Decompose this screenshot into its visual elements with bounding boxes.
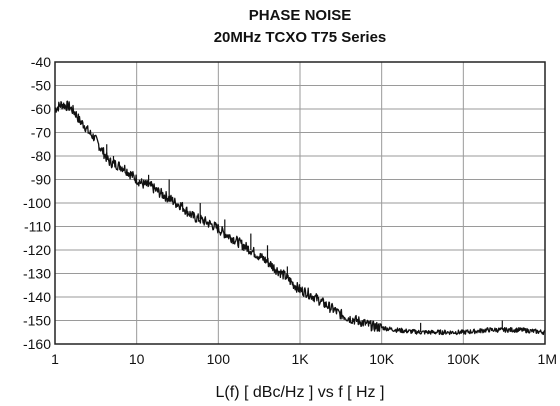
x-tick-label: 1 [51, 351, 59, 367]
y-tick-label: -160 [23, 336, 51, 352]
x-tick-label: 100K [447, 351, 480, 367]
x-tick-label: 100 [207, 351, 231, 367]
plot-frame [54, 61, 546, 345]
x-tick-label: 10K [369, 351, 395, 367]
y-tick-label: -120 [23, 242, 51, 258]
y-tick-label: -40 [31, 54, 51, 70]
y-tick-label: -110 [24, 219, 51, 235]
series-line [54, 100, 546, 336]
chart-subtitle: 20MHz TCXO T75 Series [214, 29, 387, 46]
x-tick-label: 1K [291, 351, 309, 367]
y-tick-label: -60 [31, 101, 51, 117]
y-tick-label: -80 [31, 148, 51, 164]
y-tick-label: -100 [23, 195, 51, 211]
y-tick-label: -130 [23, 266, 51, 282]
x-tick-label: 10 [129, 351, 145, 367]
y-tick-label: -90 [31, 172, 51, 188]
y-tick-label: -140 [23, 289, 51, 305]
y-axis-ticks: -40 -50 -60 -70 -80 -90 -100 -110 -120 -130 -140 -1… [23, 54, 51, 352]
x-axis-label: L(f) [ dBc/Hz ] vs f [ Hz ] [216, 384, 385, 401]
chart-title: PHASE NOISE [249, 7, 352, 24]
y-tick-label: -50 [31, 78, 51, 94]
x-tick-label: 1M [538, 351, 557, 367]
y-tick-label: -70 [31, 125, 51, 141]
y-tick-label: -150 [23, 313, 51, 329]
x-axis-ticks: 1 10 100 1K 10K 100K 1M [51, 351, 557, 367]
